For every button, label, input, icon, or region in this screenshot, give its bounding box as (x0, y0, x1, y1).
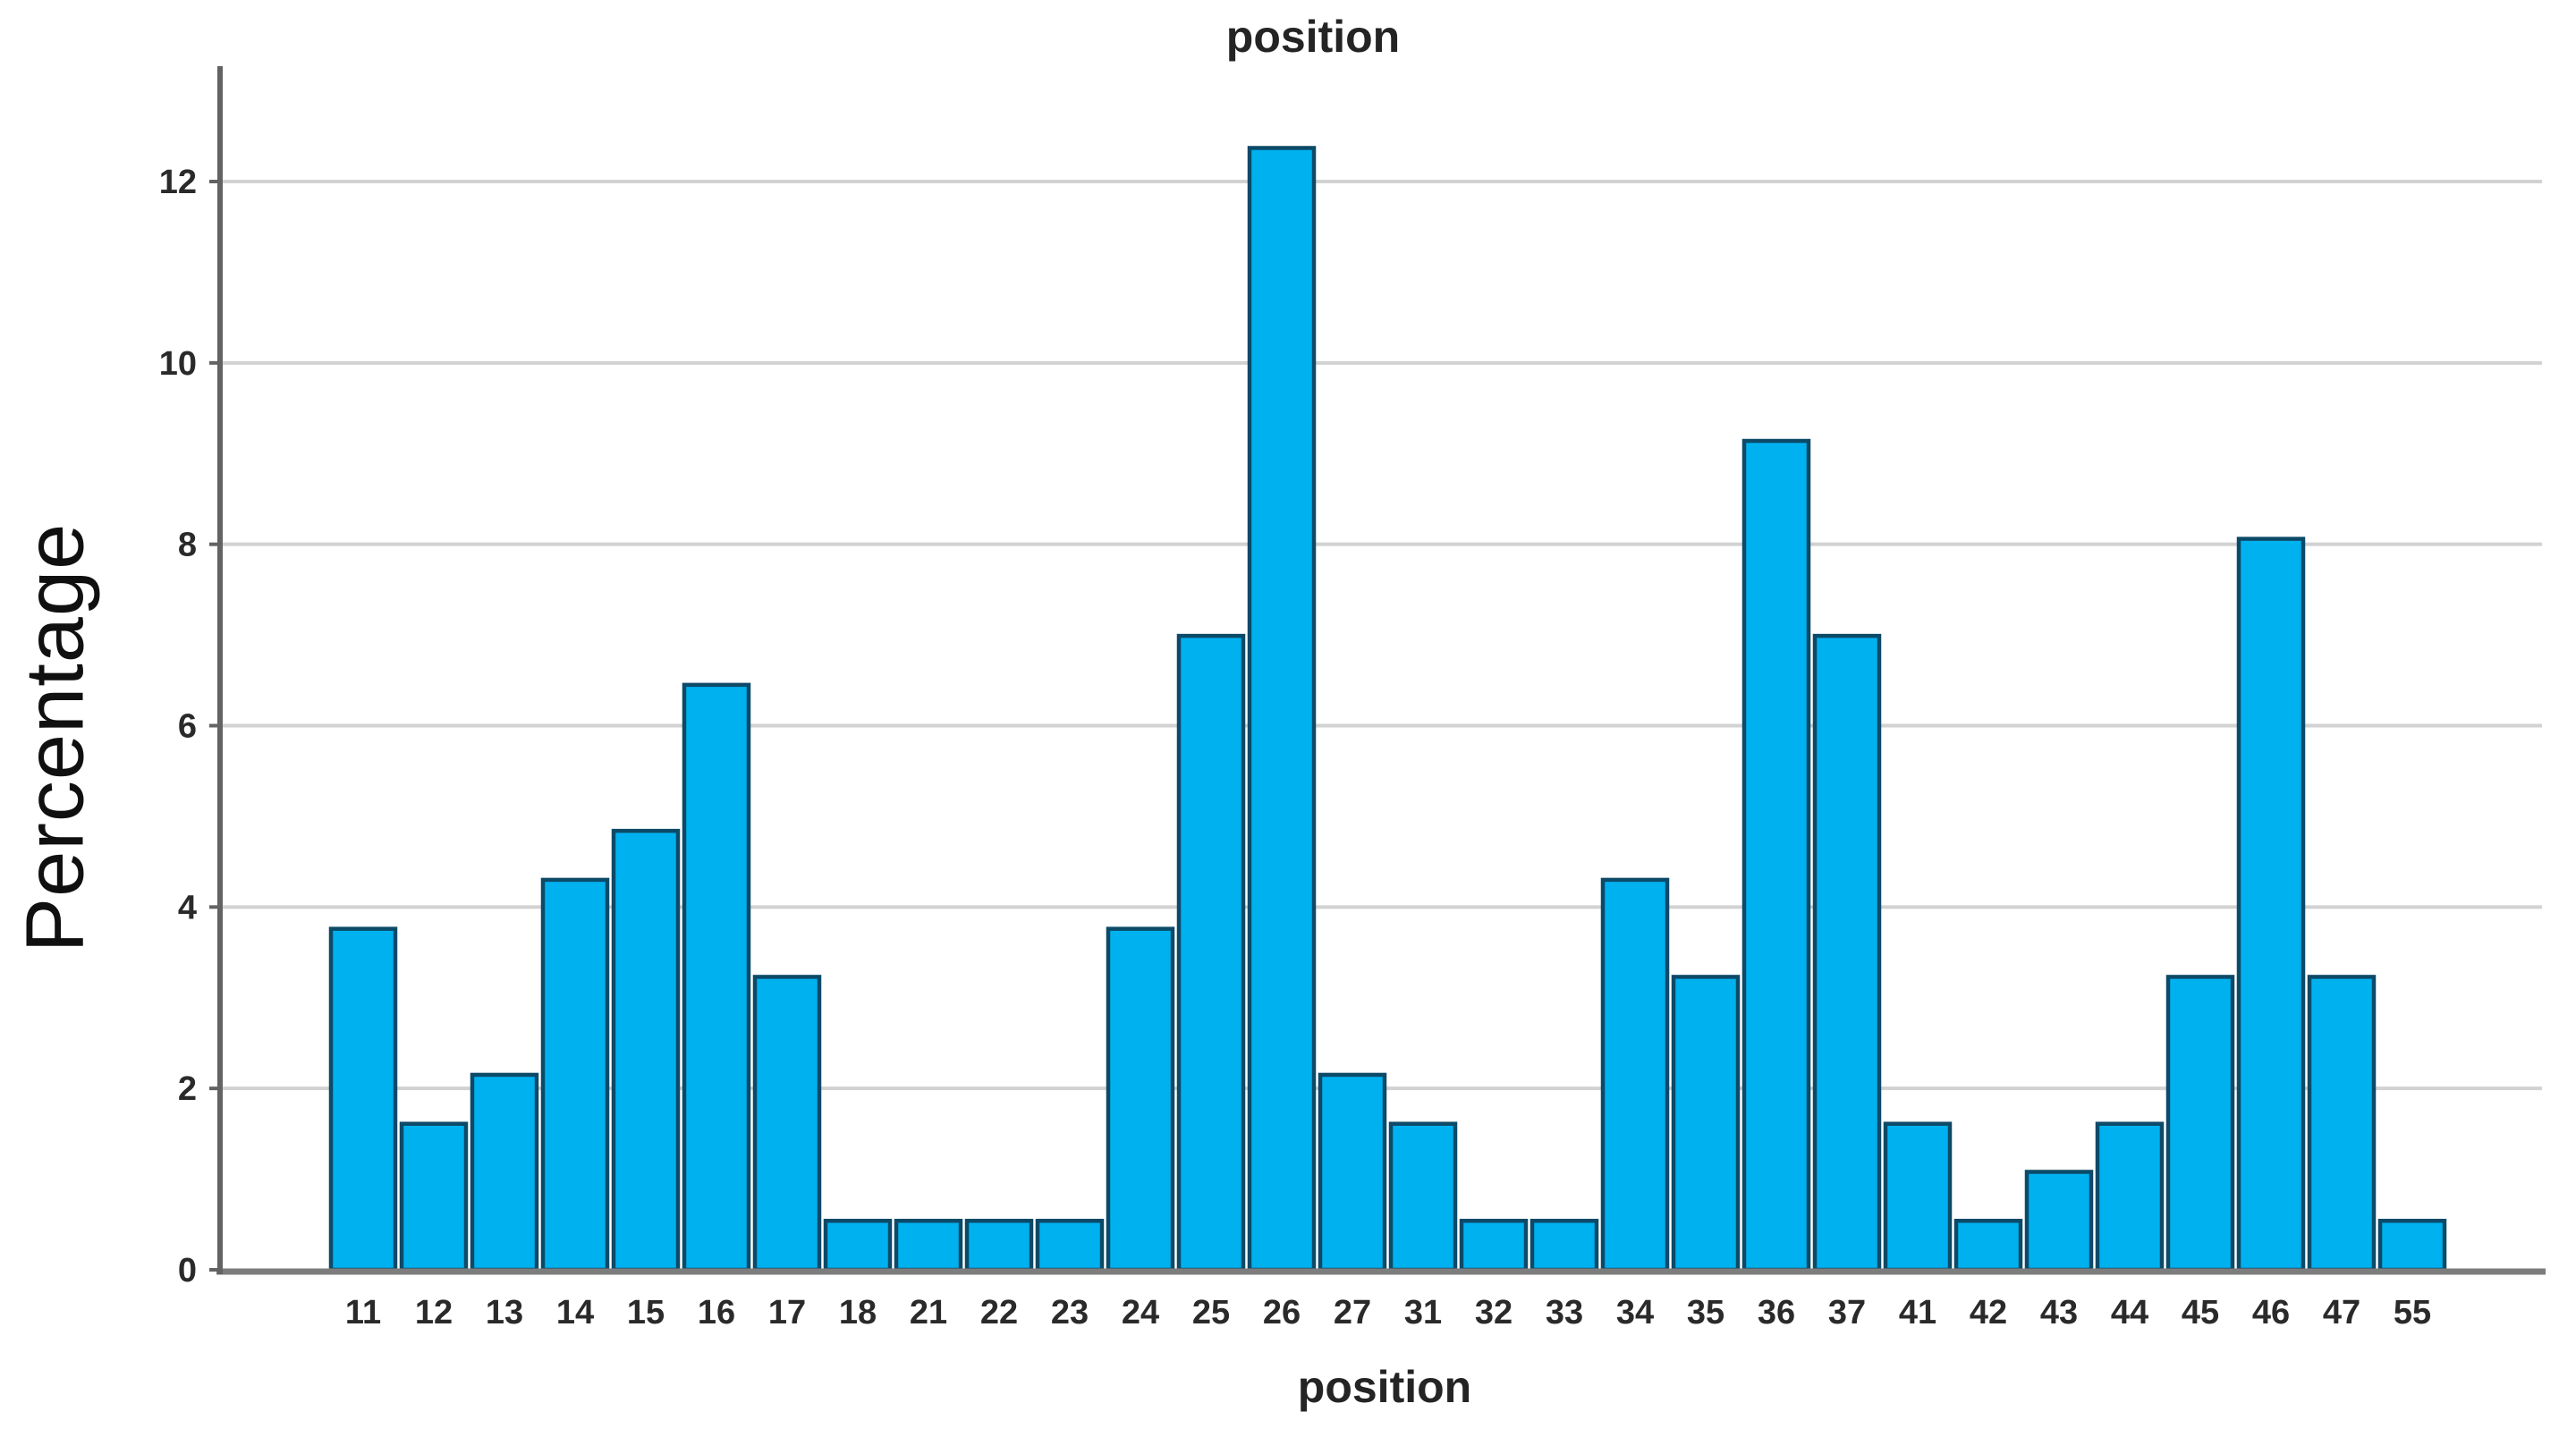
x-tick-label: 24 (1122, 1294, 1159, 1331)
bar-43 (2024, 1170, 2094, 1272)
bar-42 (1953, 1218, 2023, 1272)
bar-36 (1741, 438, 1811, 1272)
x-tick-label: 42 (1970, 1294, 2007, 1331)
bar-16 (682, 682, 751, 1272)
x-tick-label: 44 (2111, 1294, 2148, 1331)
x-tick-label: 15 (627, 1294, 665, 1331)
bar-17 (752, 975, 822, 1272)
bar-15 (611, 828, 681, 1272)
x-tick-label: 41 (1899, 1294, 1936, 1331)
chart-title: position (1225, 12, 1401, 62)
bar-31 (1388, 1121, 1458, 1272)
bar-21 (894, 1218, 963, 1272)
bar-12 (399, 1121, 469, 1272)
x-tick-label: 22 (980, 1294, 1018, 1331)
x-tick-label: 45 (2182, 1294, 2219, 1331)
x-tick-label: 23 (1051, 1294, 1089, 1331)
bar-18 (823, 1218, 893, 1272)
bar-13 (470, 1072, 539, 1272)
x-tick-label: 14 (556, 1294, 594, 1331)
x-tick-label: 34 (1616, 1294, 1654, 1331)
bar-27 (1318, 1072, 1387, 1272)
x-tick-label: 11 (345, 1294, 381, 1331)
bar-23 (1035, 1218, 1105, 1272)
x-tick-label: 25 (1192, 1294, 1230, 1331)
y-tick-label: 0 (178, 1252, 197, 1289)
y-tick-label: 2 (178, 1070, 197, 1108)
bar-46 (2236, 537, 2306, 1272)
x-tick-label: 26 (1263, 1294, 1301, 1331)
x-tick-label: 36 (1758, 1294, 1795, 1331)
x-axis-title: position (1297, 1362, 1472, 1412)
bar-22 (964, 1218, 1034, 1272)
bar-14 (540, 877, 610, 1272)
x-tick-label: 18 (839, 1294, 877, 1331)
x-tick-label: 27 (1334, 1294, 1371, 1331)
x-tick-label: 17 (768, 1294, 806, 1331)
x-tick-label: 32 (1475, 1294, 1513, 1331)
x-tick-label: 47 (2323, 1294, 2360, 1331)
bar-55 (2377, 1218, 2447, 1272)
bar-41 (1883, 1121, 1953, 1272)
y-tick-label: 10 (159, 345, 197, 383)
x-tick-label: 33 (1546, 1294, 1583, 1331)
bar-34 (1600, 877, 1670, 1272)
y-tick-label: 6 (178, 708, 197, 746)
x-tick-label: 12 (415, 1294, 453, 1331)
bar-47 (2307, 975, 2377, 1272)
bar-25 (1176, 633, 1246, 1272)
y-tick-label: 4 (178, 889, 197, 926)
x-tick-label: 55 (2394, 1294, 2431, 1331)
bar-45 (2165, 975, 2235, 1272)
y-tick-label: 8 (178, 527, 197, 564)
x-tick-label: 13 (486, 1294, 523, 1331)
bar-37 (1812, 633, 1882, 1272)
bar-24 (1106, 926, 1175, 1272)
x-tick-label: 31 (1404, 1294, 1442, 1331)
bar-33 (1530, 1218, 1599, 1272)
x-tick-label: 21 (910, 1294, 947, 1331)
bar-35 (1671, 975, 1741, 1272)
x-tick-label: 16 (698, 1294, 735, 1331)
x-tick-label: 43 (2040, 1294, 2078, 1331)
x-tick-label: 37 (1828, 1294, 1866, 1331)
x-tick-label: 35 (1687, 1294, 1724, 1331)
bar-44 (2095, 1121, 2165, 1272)
x-tick-label: 46 (2252, 1294, 2290, 1331)
bar-32 (1459, 1218, 1529, 1272)
bar-11 (328, 926, 398, 1272)
bar-26 (1247, 146, 1317, 1272)
y-tick-label: 12 (159, 164, 197, 201)
